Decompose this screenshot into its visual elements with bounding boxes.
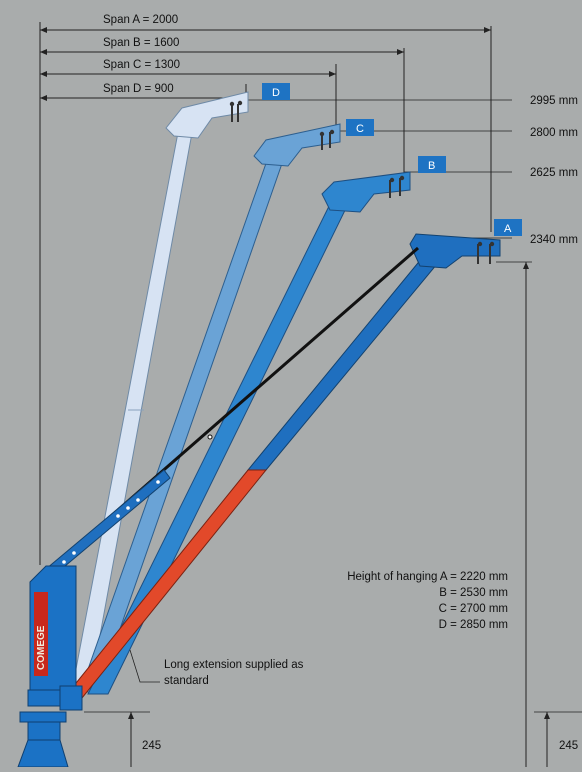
badge-d: D: [262, 83, 290, 100]
span-c-label: Span C = 1300: [103, 59, 180, 71]
badge-b: B: [418, 156, 446, 173]
boom-d: [71, 91, 249, 691]
hanging-c-label: C = 2700 mm: [439, 603, 508, 615]
hanging-heights: Height of hanging A = 2220 mm B = 2530 m…: [347, 571, 508, 631]
brand-plate: [34, 592, 48, 676]
hanging-d-label: D = 2850 mm: [439, 619, 508, 631]
base-dimension-right: 245: [496, 261, 582, 767]
base-dim-left-label: 245: [142, 740, 161, 752]
height-d-label: 2995 mm: [530, 95, 578, 107]
span-dimensions: Span A = 2000 Span B = 1600 Span C = 130…: [39, 14, 492, 565]
height-a-label: 2340 mm: [530, 234, 578, 246]
svg-text:D: D: [272, 87, 280, 99]
svg-text:A: A: [504, 223, 512, 235]
badge-a: A: [494, 219, 522, 236]
badge-c: C: [346, 119, 374, 136]
extension-note-line2: standard: [164, 675, 209, 687]
svg-text:B: B: [428, 160, 435, 172]
extension-note-line1: Long extension supplied as: [164, 659, 304, 671]
boom-a: [62, 233, 501, 699]
crane-post: COMEGE: [17, 565, 83, 768]
height-b-label: 2625 mm: [530, 167, 578, 179]
span-d-label: Span D = 900: [103, 83, 174, 95]
height-references: 2995 mm 2800 mm 2625 mm 2340 mm D C B A: [246, 83, 578, 246]
base-dim-right-label: 245: [559, 740, 578, 752]
base-dimension-left: 245: [84, 711, 161, 767]
span-b-label: Span B = 1600: [103, 37, 179, 49]
hanging-a-label: Height of hanging A = 2220 mm: [347, 571, 508, 583]
span-a-label: Span A = 2000: [103, 14, 178, 26]
boom-c: [79, 123, 341, 693]
brand-logo: COMEGE: [36, 625, 47, 670]
hanging-b-label: B = 2530 mm: [439, 587, 508, 599]
extension-note: Long extension supplied as standard: [129, 649, 304, 687]
boom-b: [87, 171, 411, 695]
svg-text:C: C: [356, 123, 364, 135]
height-c-label: 2800 mm: [530, 127, 578, 139]
